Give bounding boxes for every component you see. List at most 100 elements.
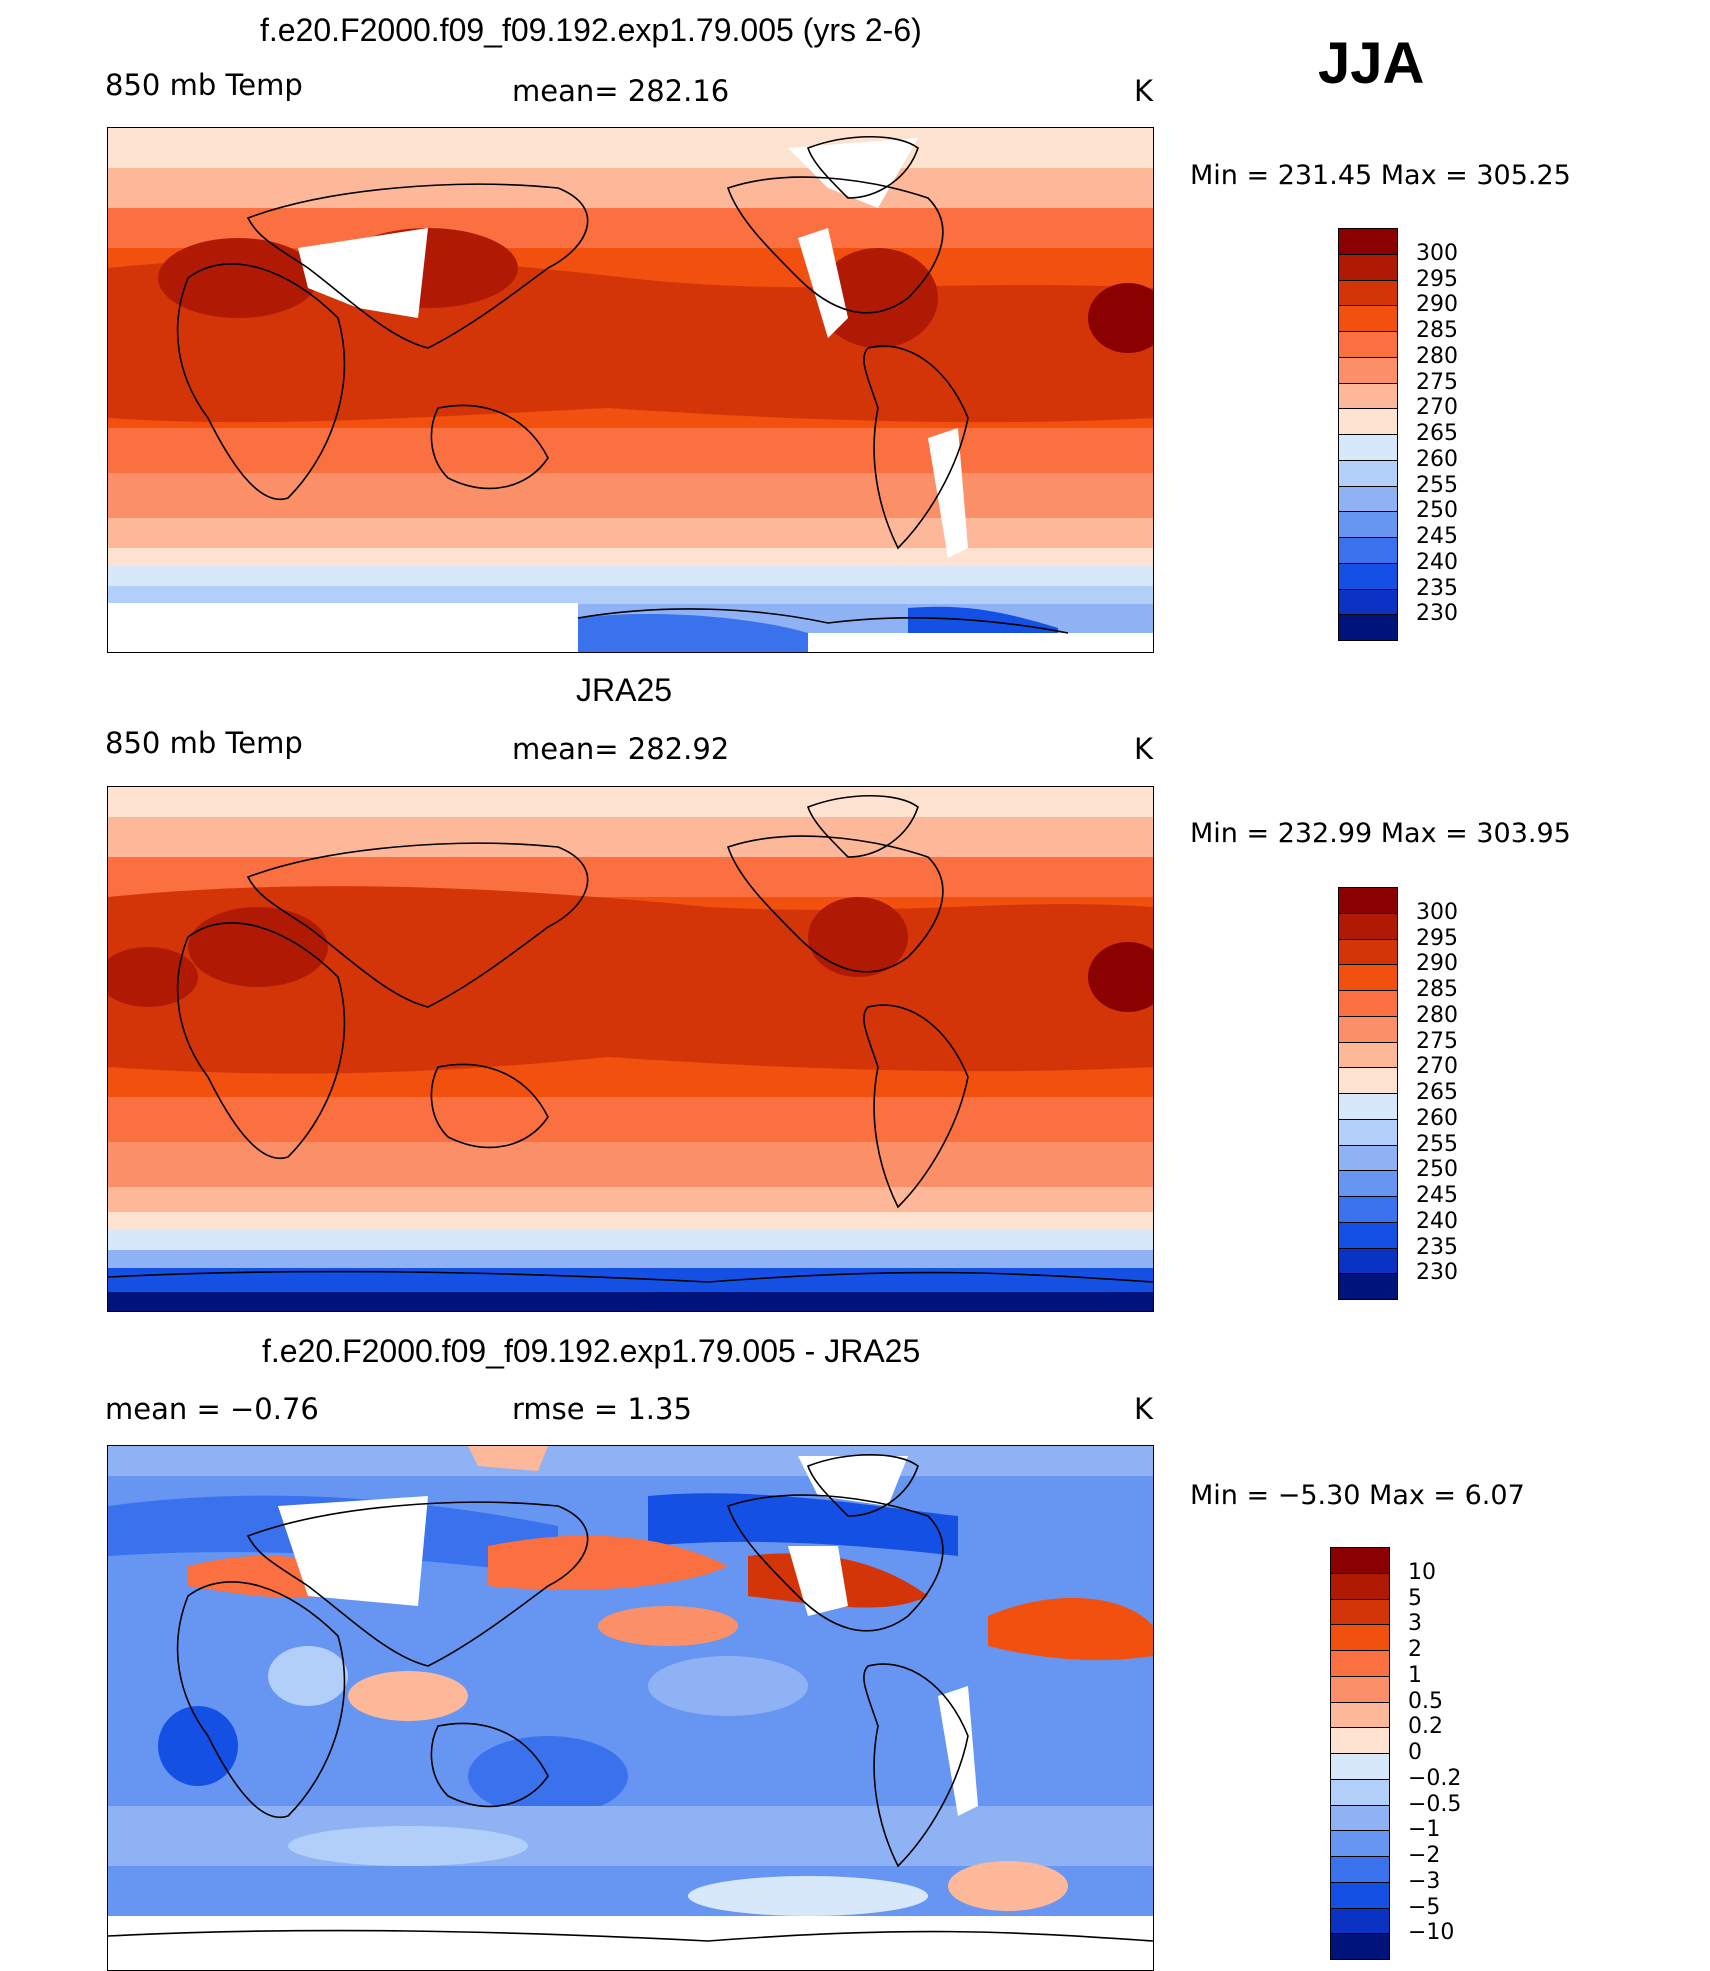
colorbar-tick-label: −2: [1408, 1843, 1441, 1868]
panel1-map-svg: [108, 128, 1153, 652]
panel3-mean-label: mean = −0.76: [105, 1392, 319, 1426]
colorbar-swatch: [1338, 1170, 1398, 1197]
colorbar-swatch: [1338, 253, 1398, 281]
colorbar-tick-label: 300: [1416, 240, 1458, 266]
colorbar-tick-label: 255: [1416, 472, 1458, 498]
colorbar-swatch: [1338, 938, 1398, 966]
colorbar-tick-label: 260: [1416, 1105, 1458, 1131]
colorbar-tick-label: 290: [1416, 292, 1458, 318]
colorbar-tick-label: −5: [1408, 1894, 1441, 1920]
colorbar-tick-label: 290: [1416, 951, 1458, 977]
colorbar-swatch: [1338, 1273, 1398, 1300]
panel2-map-svg: [108, 787, 1153, 1311]
panel1-title: f.e20.F2000.f09_f09.192.exp1.79.005 (yrs…: [260, 12, 922, 48]
colorbar-tick-label: −0.2: [1408, 1765, 1462, 1791]
panel1-colorbar: 300 295 290 285 280 275 270 265 260 255 250 245 240 2…: [1338, 228, 1458, 641]
colorbar-swatch: [1338, 588, 1398, 616]
panel3-title: f.e20.F2000.f09_f09.192.exp1.79.005 - JR…: [262, 1333, 921, 1369]
colorbar-swatch: [1338, 964, 1398, 991]
colorbar-swatch: [1338, 305, 1398, 332]
colorbar-tick-label: 3: [1408, 1611, 1422, 1637]
colorbar-swatch: [1338, 1067, 1398, 1094]
colorbar-tick-label: 230: [1416, 601, 1458, 627]
panel3-units: K: [1134, 1392, 1154, 1426]
colorbar-swatch: [1330, 1778, 1390, 1806]
colorbar-tick-label: 245: [1416, 524, 1458, 549]
colorbar-tick-label: 5: [1408, 1585, 1422, 1611]
colorbar-swatch: [1330, 1881, 1390, 1909]
colorbar-swatch: [1330, 1830, 1390, 1857]
colorbar-tick-label: 0: [1408, 1740, 1422, 1765]
panel3-map-svg: [108, 1446, 1153, 1970]
colorbar-swatch: [1338, 1221, 1398, 1249]
colorbar-swatch: [1330, 1598, 1390, 1626]
colorbar-tick-label: 0.2: [1408, 1714, 1443, 1740]
colorbar-tick-label: 275: [1416, 369, 1458, 395]
colorbar-swatch: [1338, 511, 1398, 538]
colorbar-swatch: [1338, 382, 1398, 410]
colorbar-tick-label: 275: [1416, 1028, 1458, 1054]
panel2-variable-label: 850 mb Temp: [105, 726, 303, 760]
colorbar-swatch: [1330, 1907, 1390, 1935]
colorbar-swatch: [1338, 331, 1398, 358]
colorbar-swatch: [1338, 1093, 1398, 1120]
colorbar-swatch: [1338, 408, 1398, 435]
colorbar-tick-label: 1: [1408, 1662, 1422, 1688]
colorbar-swatch: [1338, 1041, 1398, 1069]
colorbar-tick-label: 240: [1416, 1208, 1458, 1234]
colorbar-swatch: [1338, 1196, 1398, 1223]
colorbar-tick-label: −10: [1408, 1920, 1455, 1946]
panel1-variable-label: 850 mb Temp: [105, 68, 303, 102]
colorbar-tick-label: 280: [1416, 343, 1458, 369]
colorbar-tick-label: 2: [1408, 1637, 1422, 1662]
colorbar-tick-label: 280: [1416, 1002, 1458, 1028]
colorbar-swatch: [1338, 1015, 1398, 1043]
colorbar-tick-label: 250: [1416, 1157, 1458, 1183]
colorbar-tick-label: 250: [1416, 498, 1458, 524]
colorbar-tick-label: 295: [1416, 925, 1458, 951]
panel2-mean-label: mean= 282.92: [512, 732, 730, 766]
colorbar-tick-label: 300: [1416, 899, 1458, 925]
colorbar-tick-label: 255: [1416, 1131, 1458, 1157]
panel2-units: K: [1134, 732, 1154, 766]
colorbar-tick-label: 230: [1416, 1260, 1458, 1286]
colorbar-swatch: [1338, 279, 1398, 307]
panel1-minmax: Min = 231.45 Max = 305.25: [1190, 160, 1571, 191]
colorbar-tick-label: 285: [1416, 318, 1458, 343]
panel1-mean-label: mean= 282.16: [512, 74, 730, 108]
colorbar-swatch: [1338, 434, 1398, 461]
colorbar-tick-label: 240: [1416, 549, 1458, 575]
panel3-rmse-label: rmse = 1.35: [512, 1392, 692, 1426]
colorbar-swatch: [1338, 1247, 1398, 1275]
colorbar-swatch: [1338, 1118, 1398, 1146]
colorbar-swatch: [1338, 912, 1398, 940]
colorbar-swatch: [1330, 1753, 1390, 1780]
colorbar-swatch: [1330, 1701, 1390, 1729]
colorbar-swatch: [1330, 1650, 1390, 1677]
colorbar-tick-label: −0.5: [1408, 1791, 1462, 1817]
colorbar-swatch: [1330, 1804, 1390, 1832]
colorbar-tick-label: 265: [1416, 1080, 1458, 1105]
colorbar-swatch: [1338, 1144, 1398, 1172]
panel2-minmax: Min = 232.99 Max = 303.95: [1190, 818, 1571, 849]
colorbar-tick-label: 235: [1416, 1234, 1458, 1260]
colorbar-swatch: [1330, 1933, 1390, 1960]
colorbar-swatch: [1338, 459, 1398, 487]
panel1-map: [107, 127, 1154, 653]
colorbar-swatch: [1338, 356, 1398, 384]
colorbar-swatch: [1338, 562, 1398, 590]
panel2-title: JRA25: [576, 672, 673, 708]
panel2-colorbar: 300 295 290 285 280 275 270 265 260 255 250 245 240 2…: [1338, 887, 1458, 1300]
colorbar-tick-label: −3: [1408, 1868, 1441, 1894]
colorbar-swatch: [1330, 1727, 1390, 1754]
colorbar-swatch: [1338, 228, 1398, 255]
colorbar-tick-label: 285: [1416, 977, 1458, 1002]
colorbar-swatch: [1330, 1624, 1390, 1651]
panel3-minmax: Min = −5.30 Max = 6.07: [1190, 1480, 1525, 1511]
colorbar-swatch: [1330, 1572, 1390, 1600]
colorbar-swatch: [1330, 1856, 1390, 1883]
colorbar-tick-label: 0.5: [1408, 1688, 1443, 1714]
colorbar-swatch: [1330, 1675, 1390, 1703]
colorbar-tick-label: 270: [1416, 395, 1458, 421]
colorbar-tick-label: 295: [1416, 266, 1458, 292]
